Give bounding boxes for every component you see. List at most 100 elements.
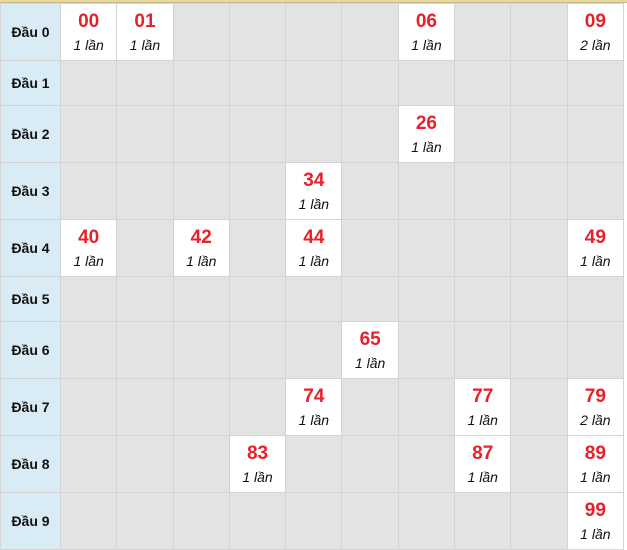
occurrence-count: 1 lần [73, 36, 104, 53]
empty-cell [510, 60, 568, 106]
empty-cell [397, 321, 456, 379]
row-header: Đầu 6 [0, 321, 61, 379]
empty-cell [341, 219, 399, 277]
lottery-number: 26 [415, 112, 437, 134]
occurrence-count: 1 lần [411, 138, 442, 155]
number-cell: 65 1 lần [341, 321, 399, 379]
empty-cell [228, 219, 287, 277]
lottery-number: 42 [190, 226, 212, 248]
empty-cell [285, 492, 343, 550]
number-cell: 26 1 lần [397, 105, 456, 163]
lottery-number: 89 [584, 442, 606, 464]
empty-cell [285, 60, 343, 106]
occurrence-count: 1 lần [298, 195, 330, 212]
empty-cell [172, 435, 230, 493]
empty-cell [116, 378, 174, 436]
empty-cell [566, 162, 625, 220]
occurrence-count: 1 lần [580, 525, 611, 542]
empty-cell [510, 435, 568, 493]
lottery-number: 49 [584, 226, 606, 248]
occurrence-count: 2 lần [580, 36, 611, 53]
empty-cell [454, 492, 512, 550]
empty-cell [228, 60, 287, 106]
row-header: Đầu 0 [0, 3, 61, 61]
empty-cell [285, 3, 343, 61]
row-header: Đầu 8 [0, 435, 61, 493]
empty-cell [172, 492, 230, 550]
occurrence-count: 1 lần [73, 252, 104, 269]
empty-cell [116, 492, 174, 550]
empty-cell [228, 162, 287, 220]
empty-cell [510, 276, 568, 322]
empty-cell [285, 276, 343, 322]
lottery-number: 06 [415, 10, 437, 32]
occurrence-count: 2 lần [580, 411, 611, 428]
lottery-number: 34 [303, 169, 325, 191]
table-row: Đầu 5 [0, 276, 625, 322]
empty-cell [454, 276, 512, 322]
number-cell: 40 1 lần [59, 219, 118, 277]
empty-cell [59, 162, 118, 220]
empty-cell [566, 105, 625, 163]
number-cell: 89 1 lần [566, 435, 625, 493]
empty-cell [116, 321, 174, 379]
empty-cell [228, 276, 287, 322]
occurrence-count: 1 lần [298, 411, 330, 428]
empty-cell [397, 276, 456, 322]
row-header: Đầu 7 [0, 378, 61, 436]
occurrence-count: 1 lần [298, 252, 330, 269]
lottery-number: 83 [246, 442, 269, 464]
occurrence-count: 1 lần [354, 354, 386, 371]
occurrence-count: 1 lần [467, 468, 498, 485]
table-row: Đầu 8 83 1 lần 87 1 lần 89 1 lần [0, 435, 625, 493]
empty-cell [59, 105, 118, 163]
empty-cell [228, 378, 287, 436]
number-cell: 34 1 lần [285, 162, 343, 220]
empty-cell [566, 60, 625, 106]
empty-cell [172, 162, 230, 220]
table-row: Đầu 7 74 1 lần 77 1 lần 79 2 lần [0, 378, 625, 436]
row-header: Đầu 2 [0, 105, 61, 163]
top-border [0, 0, 627, 3]
empty-cell [454, 3, 512, 61]
table-row: Đầu 6 65 1 lần [0, 321, 625, 379]
empty-cell [172, 321, 230, 379]
lottery-number: 79 [584, 385, 606, 407]
lottery-number: 40 [78, 226, 100, 248]
empty-cell [454, 219, 512, 277]
empty-cell [397, 219, 456, 277]
empty-cell [228, 105, 287, 163]
empty-cell [510, 162, 568, 220]
number-cell: 74 1 lần [285, 378, 343, 436]
empty-cell [510, 378, 568, 436]
empty-cell [228, 492, 287, 550]
empty-cell [172, 105, 230, 163]
empty-cell [454, 321, 512, 379]
empty-cell [341, 105, 399, 163]
empty-cell [341, 435, 399, 493]
empty-cell [172, 276, 230, 322]
empty-cell [172, 60, 230, 106]
occurrence-count: 1 lần [186, 252, 217, 269]
empty-cell [116, 60, 174, 106]
empty-cell [116, 435, 174, 493]
empty-cell [172, 378, 230, 436]
empty-cell [397, 492, 456, 550]
number-cell: 99 1 lần [566, 492, 625, 550]
number-cell: 01 1 lần [116, 3, 174, 61]
row-header: Đầu 9 [0, 492, 61, 550]
row-header: Đầu 3 [0, 162, 61, 220]
empty-cell [454, 60, 512, 106]
empty-cell [116, 105, 174, 163]
occurrence-count: 1 lần [242, 468, 273, 485]
row-header: Đầu 1 [0, 60, 61, 106]
empty-cell [59, 435, 118, 493]
empty-cell [566, 276, 625, 322]
number-cell: 09 2 lần [566, 3, 625, 61]
empty-cell [59, 60, 118, 106]
occurrence-count: 1 lần [129, 36, 161, 53]
empty-cell [510, 105, 568, 163]
empty-cell [510, 321, 568, 379]
empty-cell [285, 321, 343, 379]
empty-cell [116, 219, 174, 277]
